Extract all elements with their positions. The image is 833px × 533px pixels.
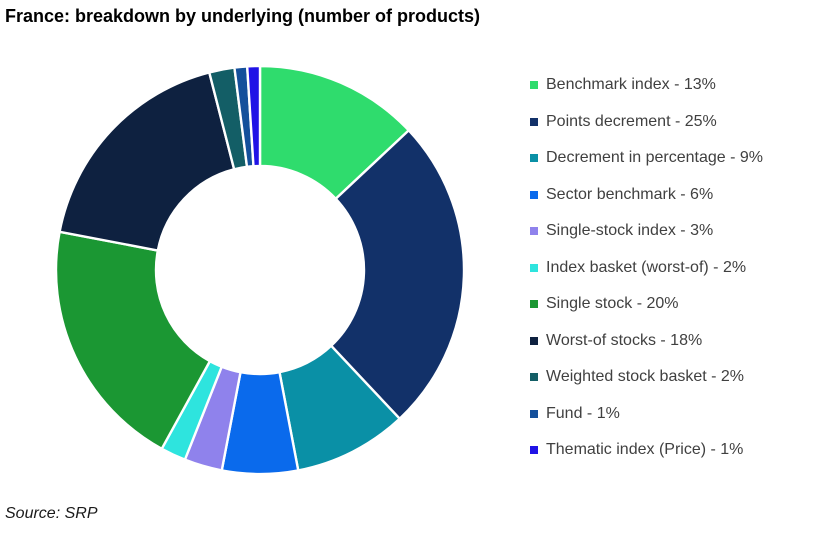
legend-label: Thematic index (Price) - 1%: [546, 441, 744, 458]
slice-single-stock: [54, 230, 212, 450]
source-note: Source: SRP: [5, 505, 98, 522]
legend-label: Worst-of stocks - 18%: [546, 331, 703, 349]
legend-item-index-basket-worst-of: Index basket (worst-of) - 2%: [530, 257, 763, 279]
legend-label: Weighted stock basket - 2%: [546, 368, 745, 385]
slice-points-decrement: [329, 129, 466, 420]
legend-item-decrement-in-percentage: Decrement in percentage - 9%: [530, 147, 763, 169]
legend-marker-icon: [530, 300, 538, 308]
legend-item-single-stock-index: Single-stock index - 3%: [530, 220, 763, 242]
slice-worst-of-stocks: [58, 71, 236, 252]
legend-marker-icon: [530, 263, 538, 272]
legend-marker-icon: [530, 409, 538, 418]
legend-item-weighted-stock-basket: Weighted stock basket - 2%: [530, 366, 763, 388]
legend-item-sector-benchmark: Sector benchmark - 6%: [530, 184, 763, 206]
legend-item-single-stock: Single stock - 20%: [530, 293, 763, 315]
legend-label: Index basket (worst-of) - 2%: [546, 258, 747, 276]
legend-marker-icon: [530, 373, 538, 381]
slice-thematic-index-price: [245, 64, 262, 168]
legend-label: Decrement in percentage - 9%: [546, 149, 763, 166]
legend-item-fund: Fund - 1%: [530, 403, 763, 425]
page-title: France: breakdown by underlying (number …: [5, 6, 481, 26]
legend-label: Single stock - 20%: [546, 295, 679, 312]
legend-label: Sector benchmark - 6%: [546, 185, 714, 203]
legend-label: Fund - 1%: [546, 404, 620, 422]
legend-marker-icon: [530, 336, 538, 345]
legend-item-points-decrement: Points decrement - 25%: [530, 111, 763, 133]
legend-label: Single-stock index - 3%: [546, 222, 714, 239]
legend-label: Points decrement - 25%: [546, 112, 717, 130]
legend-marker-icon: [530, 446, 538, 454]
legend-item-worst-of-stocks: Worst-of stocks - 18%: [530, 330, 763, 352]
legend-label: Benchmark index - 13%: [546, 76, 716, 93]
legend-item-benchmark-index: Benchmark index - 13%: [530, 74, 763, 96]
legend-item-thematic-index-price: Thematic index (Price) - 1%: [530, 439, 763, 461]
legend-marker-icon: [530, 117, 538, 126]
donut-chart: [54, 64, 466, 476]
legend-marker-icon: [530, 190, 538, 199]
legend-marker-icon: [530, 227, 538, 235]
legend-marker-icon: [530, 154, 538, 162]
legend: Benchmark index - 13% Points decrement - …: [530, 74, 763, 476]
legend-marker-icon: [530, 81, 538, 89]
